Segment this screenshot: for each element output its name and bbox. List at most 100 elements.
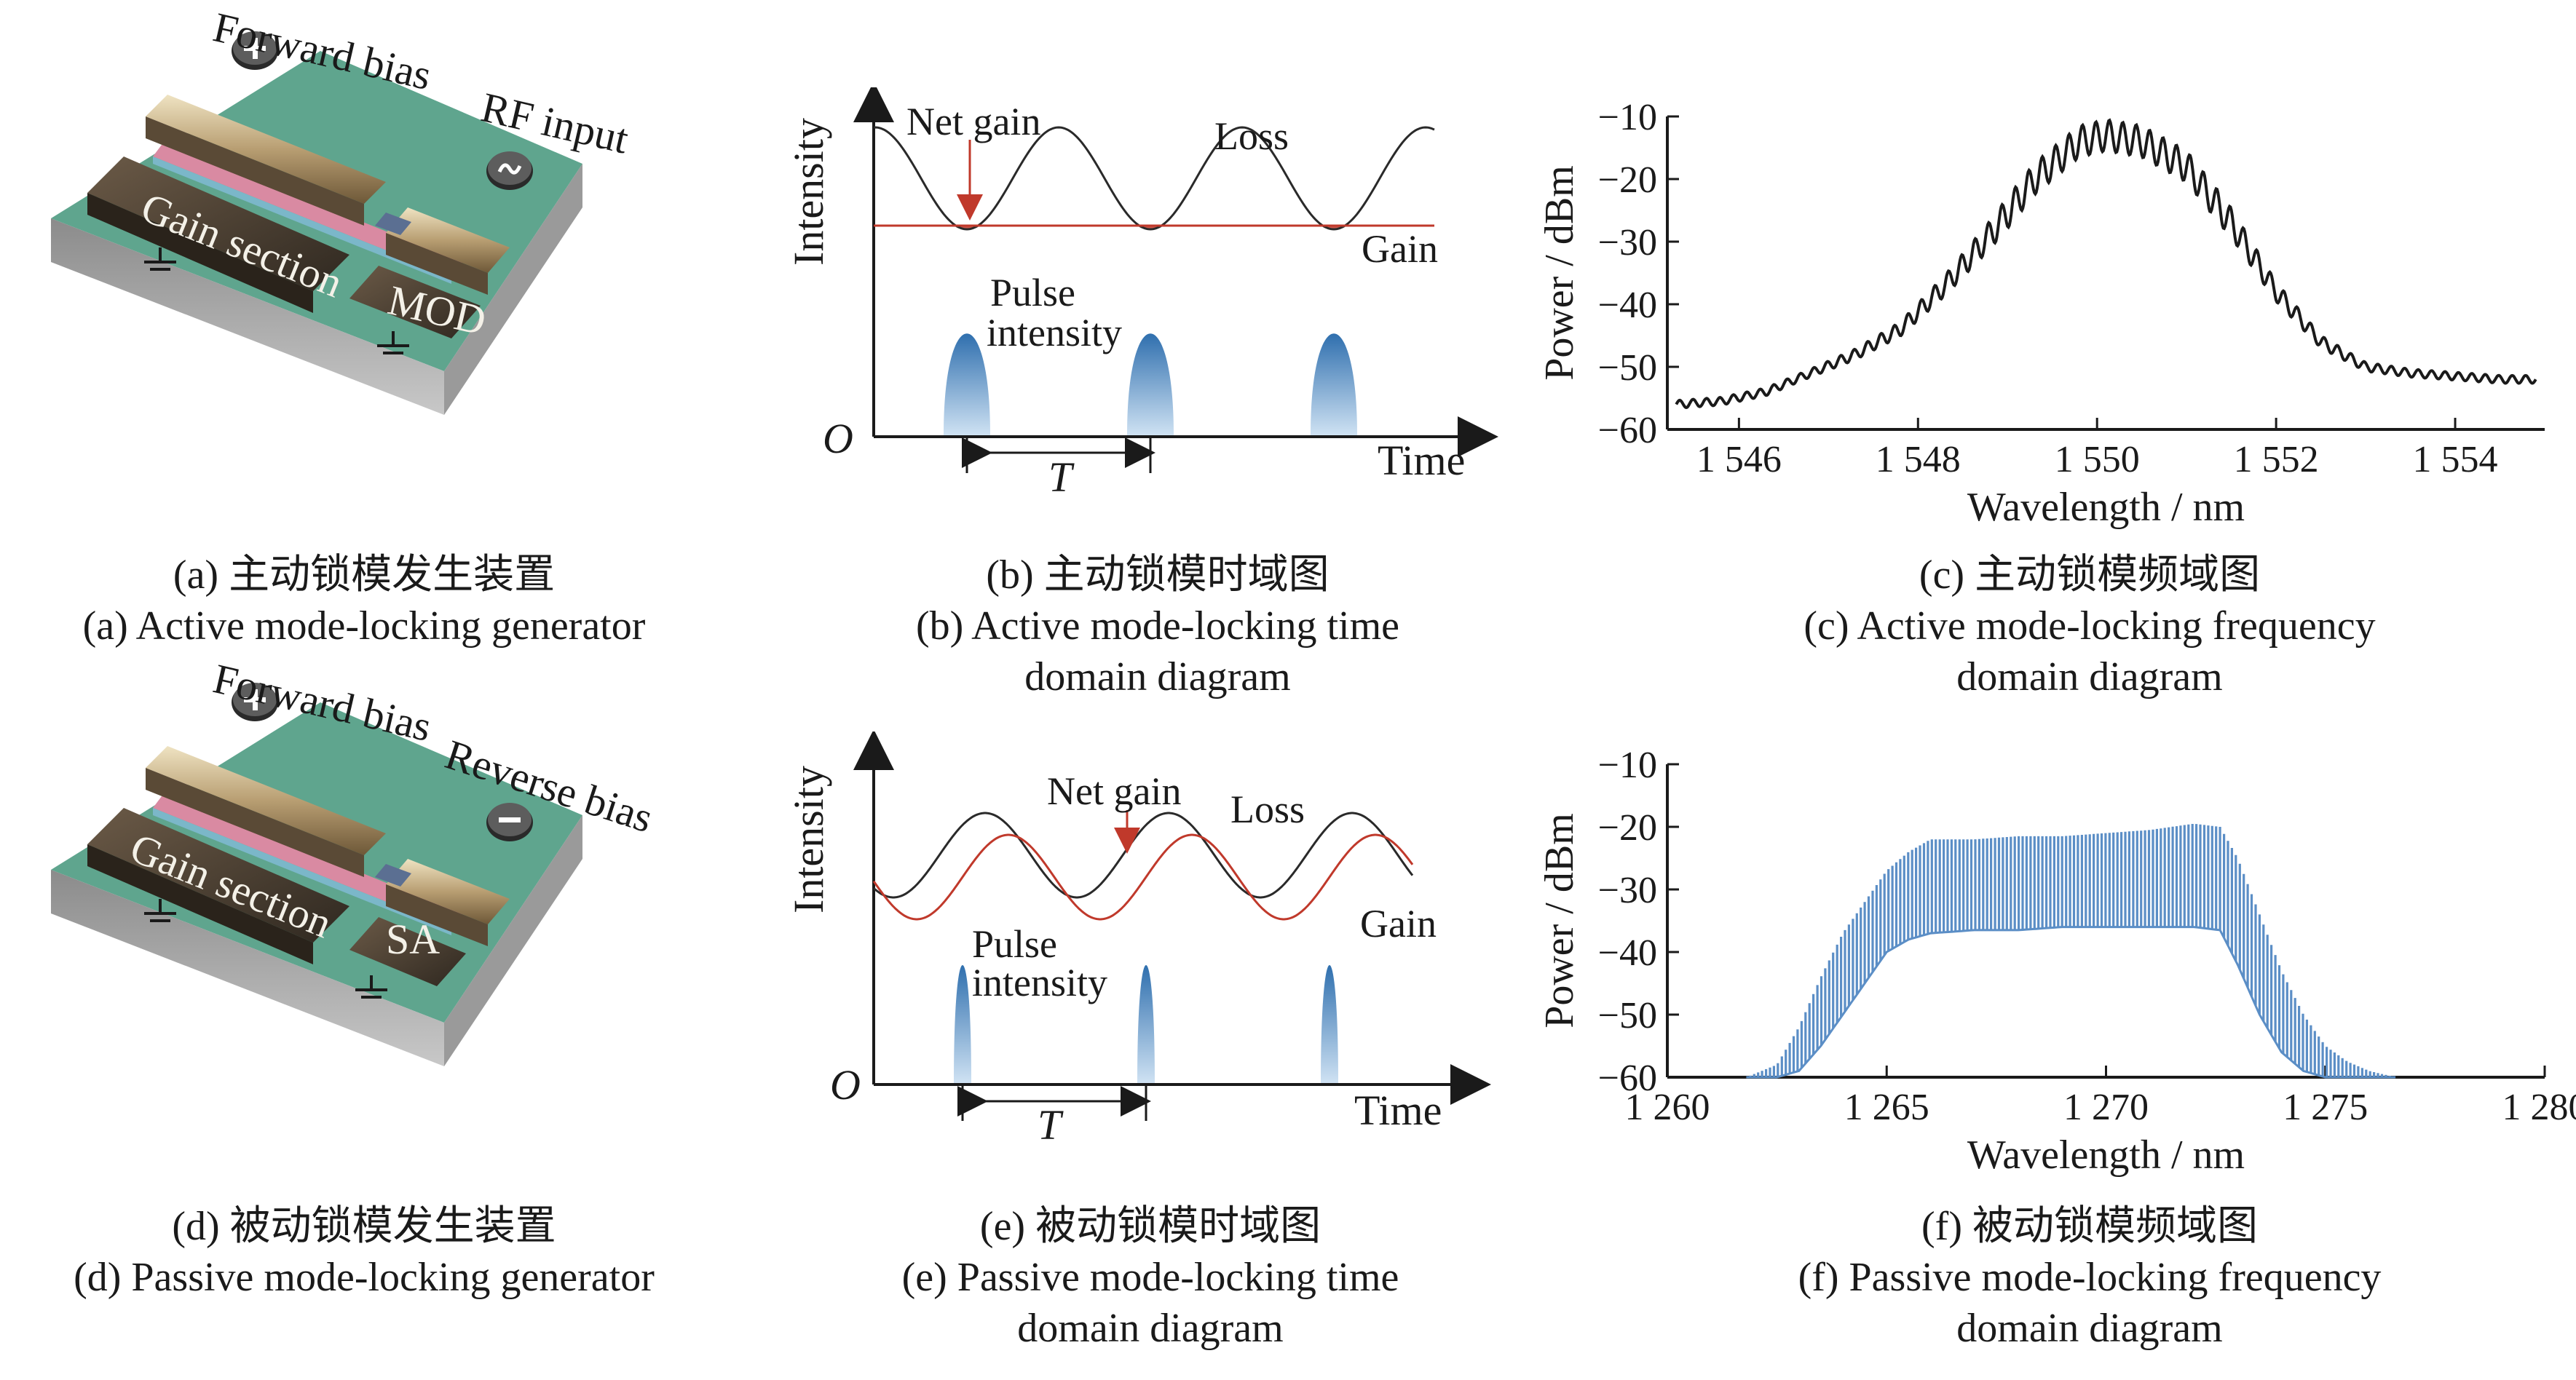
x-tick-label: 1 280 [2502,1087,2576,1128]
pulse [1321,965,1338,1083]
net-gain-window [1108,226,1193,229]
spectrum-comb [1749,824,2395,1077]
net-gain-regions [925,226,1376,229]
gain-curve [872,833,1414,921]
gain-label: Gain [1360,902,1437,945]
caption-b-en-1: (b) Active mode-locking time [915,603,1400,649]
gain-section-pad [87,808,349,943]
caption-e: (e) 被动锁模时域图 (e) Passive mode-locking tim… [815,1201,1485,1354]
substrate-side-left [51,870,444,1066]
caption-a-en: (a) Active mode-locking generator [82,603,646,649]
pulse-label-1: Pulse [972,922,1057,966]
gain-electrode-top [146,746,386,855]
caption-f: (f) 被动锁模频域图 (f) Passive mode-locking fre… [1762,1201,2417,1354]
x-tick-label: 1 554 [2413,439,2498,480]
waveguide-stripes [153,142,462,277]
minus-terminal-icon [486,803,533,841]
x-axis-label: Wavelength / nm [1967,485,2245,530]
caption-c: (c) 主动锁模频域图 (c) Active mode-locking freq… [1762,550,2417,702]
y-tick-label: −20 [1598,159,1657,201]
active-spectrum-chart: −60 −50 −40 −30 −20 −10 1 546 1 548 1 550 1 552 1 … [1537,97,2545,530]
y-tick-label: −60 [1598,1058,1657,1099]
modulator-block [386,207,510,273]
pulse [1137,965,1155,1083]
caption-b: (b) 主动锁模时域图 (b) Active mode-locking time… [830,550,1485,702]
origin-label: O [823,415,853,462]
y-tick-label: −10 [1598,745,1657,786]
y-tick-label: −60 [1598,410,1657,451]
spectrum-line [1675,118,2537,410]
absorber-pad [349,917,466,986]
net-gain-label: Net gain [906,100,1040,143]
period-label: T [1048,453,1075,495]
ground-icon [144,247,176,271]
y-axis-label: Intensity [785,118,832,266]
gain-electrode-top [146,95,386,204]
spectrum-lower-envelope [1746,926,2396,1079]
device-d-illustration: Forward bias Reverse bias Gain section S… [51,659,658,1066]
caption-d: (d) 被动锁模发生装置 (d) Passive mode-locking ge… [29,1201,699,1303]
x-tick-label: 1 265 [1844,1087,1929,1128]
waveguide-stripes [153,793,462,928]
gain-label: Gain [1362,227,1438,271]
y-tick-label: −40 [1598,285,1657,326]
ground-icon [377,331,409,354]
x-tick-label: 1 548 [1876,439,1961,480]
caption-b-en-2: domain diagram [1024,654,1291,699]
pulse-label-2: intensity [972,961,1107,1004]
absorber-block [386,859,510,924]
origin-label: O [830,1061,861,1109]
caption-e-en-2: domain diagram [1017,1306,1284,1351]
substrate-side-left [51,218,444,415]
loss-label: Loss [1214,114,1289,158]
active-time-domain-diagram: Intensity O Time Net gain Loss Gain Puls… [785,87,1498,495]
pulse-label-1: Pulse [990,271,1075,314]
x-axis-label: Wavelength / nm [1967,1133,2245,1178]
pulse-train [954,965,1338,1083]
loss-curve [873,126,1435,231]
loss-label: Loss [1230,788,1305,831]
y-tick-label: −50 [1598,995,1657,1036]
passive-time-domain-diagram: Intensity O Time Net gain Loss Gain Puls… [785,731,1491,1139]
caption-d-cn: (d) 被动锁模发生装置 [172,1204,556,1249]
modulator-pad [349,266,481,338]
pulse [1311,333,1357,435]
passive-spectrum-chart: −60 −50 −40 −30 −20 −10 1 260 1 265 1 270 1 275 1 … [1537,745,2576,1178]
x-tick-label: 1 275 [2283,1087,2368,1128]
caption-e-cn: (e) 被动锁模时域图 [979,1204,1321,1249]
caption-f-cn: (f) 被动锁模频域图 [1921,1204,2258,1249]
pulse [1127,333,1174,435]
y-tick-label: −50 [1598,347,1657,389]
x-axis-label: Time [1378,437,1465,484]
net-gain-window [1292,226,1376,229]
caption-d-en: (d) Passive mode-locking generator [74,1255,655,1300]
label-sa: SA [386,916,440,963]
caption-c-en-1: (c) Active mode-locking frequency [1803,603,2376,649]
ground-icon [144,899,176,922]
net-gain-window [925,226,1009,229]
y-axis-label: Power / dBm [1537,165,1582,381]
x-tick-label: 1 270 [2063,1087,2149,1128]
x-tick-label: 1 260 [1625,1087,1710,1128]
y-axis-label: Power / dBm [1537,813,1582,1028]
y-tick-label: −30 [1598,222,1657,263]
net-gain-label: Net gain [1047,769,1181,813]
loss-curve [872,812,1414,899]
caption-c-en-2: domain diagram [1956,654,2223,699]
pulse [944,333,990,435]
caption-f-en-1: (f) Passive mode-locking frequency [1798,1255,2382,1300]
caption-a-cn: (a) 主动锁模发生装置 [173,552,556,598]
y-tick-label: −20 [1598,807,1657,849]
y-tick-label: −10 [1598,97,1657,138]
substrate-side-right [444,164,582,415]
pulse [954,965,971,1083]
y-axis-label: Intensity [785,766,832,913]
device-a-illustration: Forward bias RF input Gain section MOD [51,7,633,415]
y-tick-label: −30 [1598,870,1657,911]
plus-terminal-icon [232,31,278,70]
x-tick-label: 1 546 [1696,439,1782,480]
caption-f-en-2: domain diagram [1956,1306,2223,1351]
period-label: T [1038,1101,1064,1139]
ac-source-icon [486,151,533,190]
ground-icon [355,975,387,999]
